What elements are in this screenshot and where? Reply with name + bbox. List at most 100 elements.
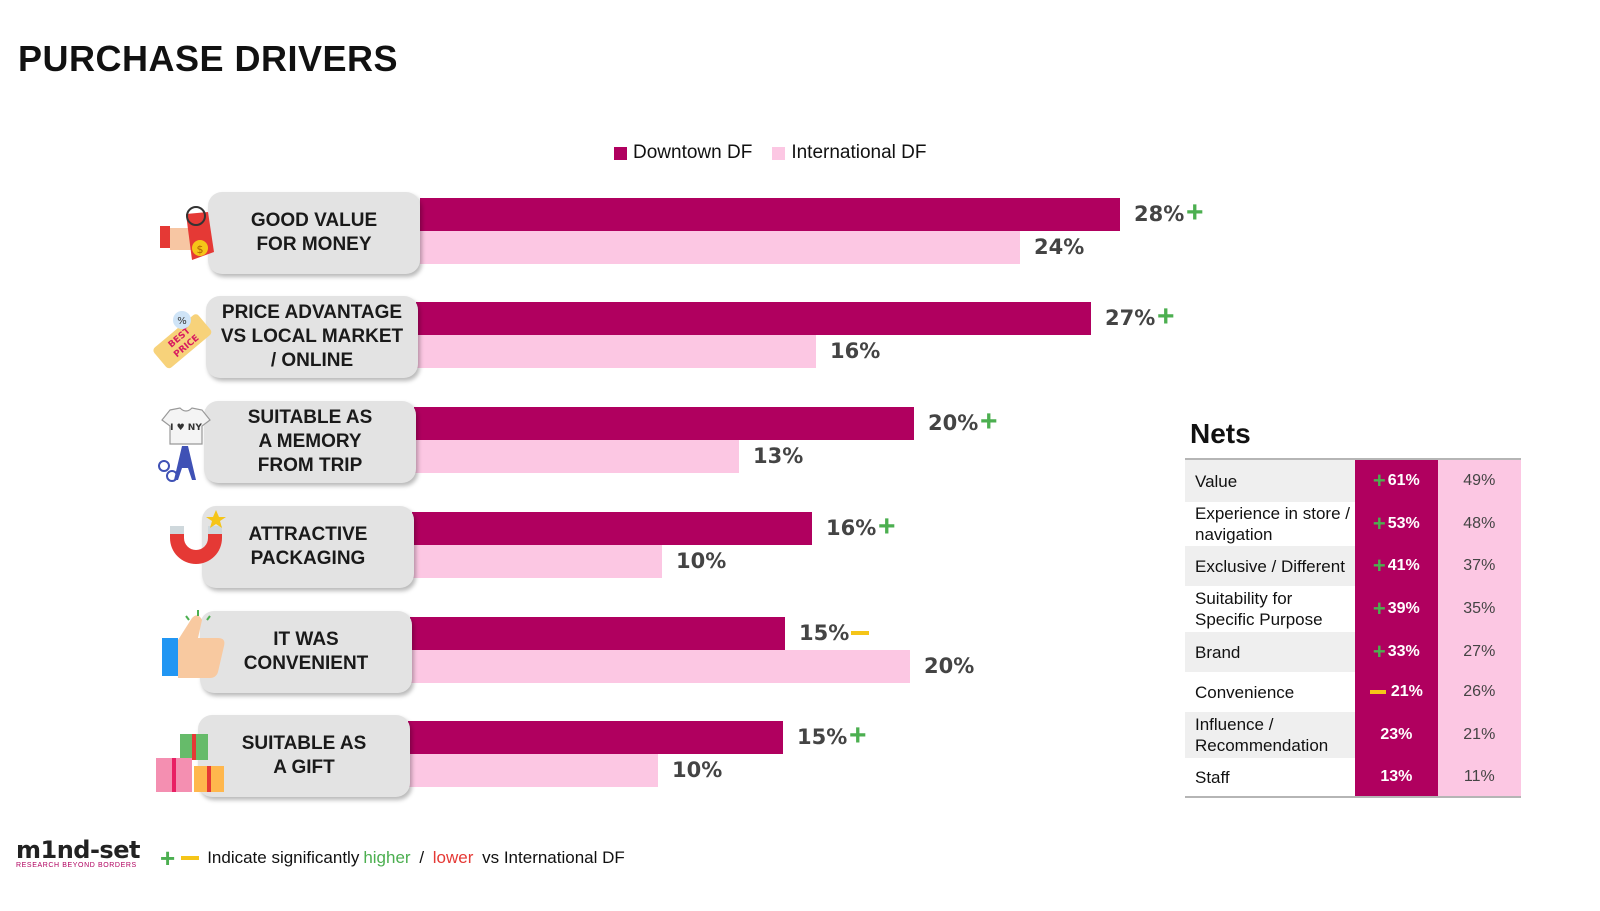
nets-international-value: 48% [1437, 502, 1521, 546]
value-label-downtown: 20% [928, 411, 979, 435]
nets-row: Staff 13% 11% [1185, 758, 1521, 796]
value-label-international: 24% [1034, 235, 1085, 259]
nets-row-label: Suitability for Specific Purpose [1195, 589, 1323, 629]
svg-text:I ♥ NY: I ♥ NY [170, 423, 202, 433]
nets-downtown-text: 53% [1387, 515, 1420, 532]
logo-tagline: RESEARCH BEYOND BORDERS [16, 862, 137, 869]
bar-downtown [412, 512, 812, 545]
nets-downtown-value: 13% [1355, 758, 1438, 796]
nets-row: Suitability for Specific Purpose +39% 35% [1185, 586, 1521, 632]
svg-text:$: $ [197, 243, 204, 256]
footnote-lower: lower [432, 848, 474, 867]
bar-international [408, 754, 658, 787]
value-label-international: 13% [753, 444, 804, 468]
nets-downtown-value: +39% [1355, 586, 1438, 632]
significance-plus-icon: + [1157, 300, 1175, 333]
bar-downtown [410, 617, 785, 650]
nets-row: Convenience 21% 26% [1185, 672, 1521, 712]
footnote: + Indicate significantly higher / lower … [160, 843, 625, 873]
bar-international [410, 650, 910, 683]
bar-international [414, 440, 739, 473]
nets-downtown-text: 41% [1387, 557, 1420, 574]
nets-downtown-value: +41% [1355, 546, 1438, 586]
nets-row: Brand +33% 27% [1185, 632, 1521, 672]
legend-item-international: International DF [772, 142, 927, 164]
magnet-icon [170, 510, 226, 564]
significance-plus-icon: + [1372, 596, 1386, 621]
category-label: GOOD VALUE FOR MONEY [208, 192, 420, 274]
nets-row-label: Influence / Recommendation [1185, 712, 1356, 758]
nets-row-label: Convenience [1195, 682, 1295, 702]
mindset-logo: m1nd-set RESEARCH BEYOND BORDERS [16, 836, 140, 869]
souvenir-tshirt-eiffel-icon: I ♥ NY [158, 407, 211, 482]
category-label: ATTRACTIVE PACKAGING [202, 506, 414, 588]
nets-row: Value +61% 49% [1185, 460, 1521, 502]
bar-international [412, 545, 662, 578]
legend-swatch-international [772, 146, 786, 160]
nets-row: Influence / Recommendation 23% 21% [1185, 712, 1521, 758]
best-price-tag-icon: BEST PRICE % [153, 311, 212, 369]
nets-row-label: Experience in store / navigation [1195, 504, 1350, 544]
page-title: PURCHASE DRIVERS [18, 38, 399, 79]
nets-downtown-text: 21% [1390, 683, 1423, 700]
legend-label-international: International DF [791, 142, 927, 163]
nets-downtown-text: 13% [1380, 768, 1413, 785]
nets-row: Exclusive / Different +41% 37% [1185, 546, 1521, 586]
bar-downtown [420, 198, 1120, 231]
price-tag-hand-icon: $ [160, 206, 214, 260]
nets-international-value: 21% [1437, 712, 1521, 758]
minus-icon [181, 856, 200, 860]
value-label-international: 10% [672, 758, 723, 782]
significance-plus-icon: + [849, 719, 867, 752]
significance-plus-icon: + [1186, 196, 1204, 229]
footnote-prefix: Indicate significantly [207, 848, 360, 867]
nets-downtown-value: +53% [1355, 502, 1438, 546]
nets-downtown-text: 23% [1380, 726, 1413, 743]
nets-row: Experience in store / navigation +53% 48% [1185, 502, 1521, 546]
nets-downtown-value: +33% [1355, 632, 1438, 672]
bar-international [416, 335, 816, 368]
nets-title: Nets [1190, 418, 1251, 449]
value-label-international: 20% [924, 654, 975, 678]
nets-table: Value +61% 49% Experience in store / naviga… [1185, 458, 1521, 798]
chart-legend: Downtown DF International DF [614, 142, 939, 164]
nets-international-value: 27% [1437, 632, 1521, 672]
legend-item-downtown: Downtown DF [614, 142, 752, 164]
nets-downtown-value: +61% [1355, 460, 1438, 502]
bar-downtown [416, 302, 1091, 335]
bar-international [420, 231, 1020, 264]
significance-plus-icon: + [1372, 639, 1386, 664]
significance-plus-icon: + [980, 405, 998, 438]
nets-row-label: Value [1185, 460, 1356, 502]
plus-icon: + [160, 843, 176, 873]
nets-international-value: 11% [1437, 758, 1521, 796]
category-label: IT WAS CONVENIENT [200, 611, 412, 693]
nets-downtown-value: 21% [1355, 672, 1438, 712]
nets-international-value: 37% [1437, 546, 1521, 586]
value-label-downtown: 16% [826, 516, 877, 540]
nets-international-value: 49% [1437, 460, 1521, 502]
bar-downtown [414, 407, 914, 440]
significance-minus-icon [1369, 690, 1386, 694]
nets-international-value: 35% [1437, 586, 1521, 632]
footnote-slash: / [414, 848, 429, 867]
nets-international-value: 26% [1437, 672, 1521, 712]
svg-text:%: % [177, 316, 187, 327]
nets-downtown-text: 61% [1387, 472, 1420, 489]
value-label-international: 16% [830, 339, 881, 363]
thumbs-up-icon [162, 610, 225, 678]
logo-wordmark: m1nd-set [16, 836, 140, 864]
footnote-higher: higher [363, 848, 411, 867]
nets-row-label: Exclusive / Different [1185, 546, 1356, 586]
nets-downtown-text: 33% [1387, 643, 1420, 660]
significance-plus-icon: + [1372, 468, 1386, 493]
nets-downtown-value: 23% [1355, 712, 1438, 758]
significance-plus-icon: + [1372, 553, 1386, 578]
legend-label-downtown: Downtown DF [633, 142, 753, 163]
significance-plus-icon: + [878, 510, 896, 543]
value-label-downtown: 28% [1134, 202, 1185, 226]
category-label: SUITABLE AS A GIFT [198, 715, 410, 797]
gift-boxes-icon [156, 734, 224, 792]
value-label-downtown: 27% [1105, 306, 1156, 330]
bar-downtown [408, 721, 783, 754]
